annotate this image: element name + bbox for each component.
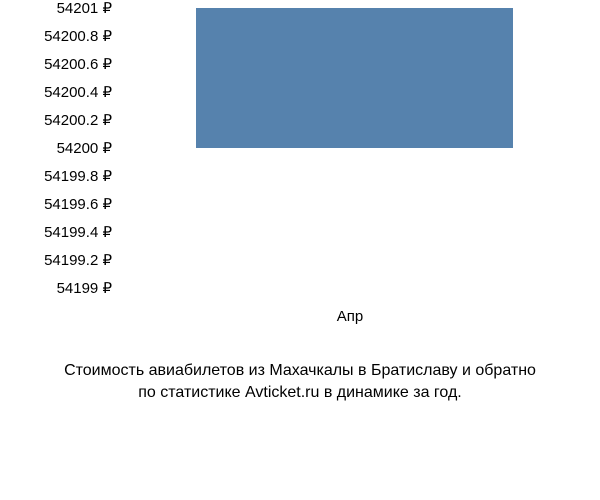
chart-caption: Стоимость авиабилетов из Махачкалы в Бра… <box>0 360 600 405</box>
y-tick-label: 54199 ₽ <box>57 279 112 297</box>
y-tick-label: 54200.8 ₽ <box>44 27 112 45</box>
y-tick-label: 54200 ₽ <box>57 139 112 157</box>
plot-area <box>130 8 570 288</box>
y-tick-label: 54201 ₽ <box>57 0 112 17</box>
y-tick-label: 54200.2 ₽ <box>44 111 112 129</box>
y-tick-label: 54199.4 ₽ <box>44 223 112 241</box>
y-tick-label: 54199.2 ₽ <box>44 251 112 269</box>
x-tick-label: Апр <box>337 308 363 325</box>
y-axis: 54201 ₽54200.8 ₽54200.6 ₽54200.4 ₽54200.… <box>0 8 120 308</box>
price-chart: 54201 ₽54200.8 ₽54200.6 ₽54200.4 ₽54200.… <box>0 8 600 308</box>
y-tick-label: 54200.4 ₽ <box>44 83 112 101</box>
caption-line-2: по статистике Avticket.ru в динамике за … <box>0 382 600 404</box>
y-tick-label: 54200.6 ₽ <box>44 55 112 73</box>
y-tick-label: 54199.8 ₽ <box>44 167 112 185</box>
caption-line-1: Стоимость авиабилетов из Махачкалы в Бра… <box>0 360 600 382</box>
x-axis: Апр <box>130 308 570 338</box>
bar <box>196 8 513 148</box>
y-tick-label: 54199.6 ₽ <box>44 195 112 213</box>
